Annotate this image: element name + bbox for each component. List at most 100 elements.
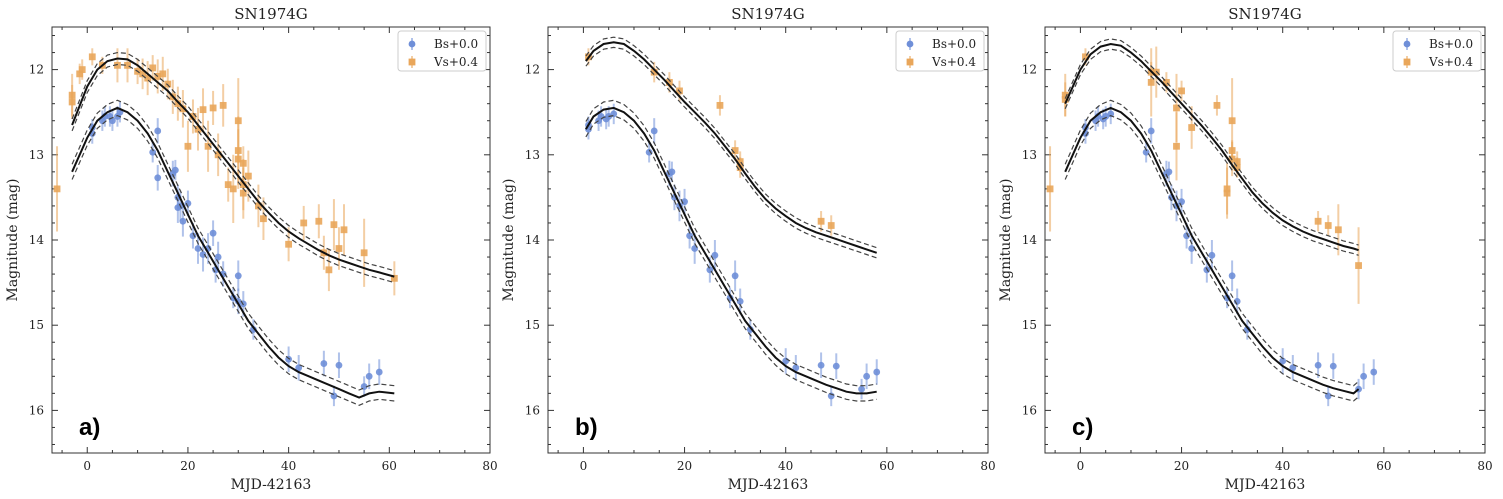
data-point xyxy=(285,240,293,248)
data-point xyxy=(239,189,247,197)
data-point xyxy=(209,229,217,237)
legend-box xyxy=(1392,30,1482,72)
model-lower-bound xyxy=(71,114,395,406)
plot-frame xyxy=(1044,26,1486,454)
data-point xyxy=(1188,245,1196,252)
data-point xyxy=(1082,53,1089,61)
data-point xyxy=(204,142,212,150)
data-point xyxy=(691,245,699,252)
data-point xyxy=(1173,104,1180,112)
data-point xyxy=(255,202,262,210)
data-point xyxy=(214,151,222,159)
legend-label: Bs+0.0 xyxy=(434,37,478,51)
data-point xyxy=(858,385,865,393)
data-point xyxy=(1165,168,1173,176)
data-point xyxy=(1334,226,1342,234)
model-lower-bound xyxy=(585,46,877,259)
data-point xyxy=(827,222,835,229)
data-point xyxy=(665,78,673,86)
x-tick-label: 80 xyxy=(482,459,497,473)
data-point xyxy=(1147,127,1155,135)
y-tick-label: 16 xyxy=(29,403,44,417)
data-point xyxy=(650,68,658,76)
data-point xyxy=(194,125,202,133)
data-point xyxy=(214,253,222,261)
data-point xyxy=(164,80,172,88)
y-tick-label: 14 xyxy=(1022,233,1038,247)
data-point xyxy=(325,266,333,274)
x-tick-label: 80 xyxy=(980,459,995,473)
data-point xyxy=(1147,78,1155,86)
model-lower-bound xyxy=(71,63,395,284)
x-tick-label: 40 xyxy=(281,459,296,473)
legend-label: Vs+0.4 xyxy=(433,55,478,69)
x-tick-label: 40 xyxy=(1275,459,1290,473)
data-point xyxy=(1142,148,1150,156)
model-upper-bound xyxy=(71,51,395,272)
model-v xyxy=(1064,38,1359,256)
legend-marker xyxy=(1403,40,1411,48)
data-point xyxy=(179,217,187,225)
legend-marker xyxy=(906,58,914,66)
x-tick-label: 20 xyxy=(1174,459,1189,473)
data-point xyxy=(149,148,157,156)
data-point xyxy=(149,64,157,72)
series-v xyxy=(1046,46,1362,304)
data-point xyxy=(1107,110,1115,118)
data-point xyxy=(194,245,202,252)
x-tick-label: 0 xyxy=(580,459,588,473)
data-point xyxy=(817,361,825,369)
legend-marker xyxy=(906,40,914,48)
x-axis-label: MJD-42163 xyxy=(728,477,809,493)
y-tick-label: 15 xyxy=(29,318,44,332)
model-upper-bound xyxy=(1064,99,1359,387)
data-point xyxy=(1370,368,1378,376)
data-point xyxy=(365,372,373,380)
data-point xyxy=(159,70,167,78)
data-point xyxy=(1188,124,1196,131)
data-point xyxy=(184,142,192,150)
data-point xyxy=(114,61,121,69)
data-point xyxy=(827,392,835,400)
data-point xyxy=(330,221,338,229)
legend-label: Vs+0.4 xyxy=(1428,55,1473,69)
model-curve xyxy=(585,41,878,254)
y-tick-label: 13 xyxy=(29,148,44,162)
model-curve xyxy=(1064,42,1359,252)
data-point xyxy=(340,226,348,234)
y-tick-label: 14 xyxy=(29,233,45,247)
data-point xyxy=(199,251,207,258)
data-point xyxy=(260,215,267,223)
chart-title: SN1974G xyxy=(1228,5,1302,23)
data-point xyxy=(234,272,242,280)
data-point xyxy=(199,106,207,114)
data-point xyxy=(249,326,257,333)
data-point xyxy=(154,127,162,135)
data-point xyxy=(668,168,676,176)
x-axis-label: MJD-42163 xyxy=(231,477,312,493)
data-point xyxy=(1279,357,1287,365)
data-point xyxy=(1228,117,1236,125)
model-upper-bound xyxy=(71,99,395,391)
y-tick-label: 12 xyxy=(1022,63,1037,77)
legend-label: Vs+0.4 xyxy=(931,55,976,69)
data-point xyxy=(171,166,179,174)
data-point xyxy=(1178,198,1185,206)
model-upper-bound xyxy=(585,36,877,249)
data-point xyxy=(124,61,131,69)
data-point xyxy=(1233,164,1241,171)
x-axis-label: MJD-42163 xyxy=(1225,477,1306,493)
model-upper-bound xyxy=(1064,38,1359,246)
model-upper-bound xyxy=(585,99,877,387)
legend-box xyxy=(895,30,985,72)
model-b xyxy=(1064,99,1360,402)
x-tick-label: 0 xyxy=(83,459,91,473)
data-point xyxy=(731,147,739,154)
data-point xyxy=(645,148,653,156)
chart-title: SN1974G xyxy=(731,5,805,23)
model-lower-bound xyxy=(1064,114,1359,402)
data-point xyxy=(234,155,242,163)
panel-label: c) xyxy=(1072,414,1093,441)
chart-title: SN1974G xyxy=(234,5,308,23)
